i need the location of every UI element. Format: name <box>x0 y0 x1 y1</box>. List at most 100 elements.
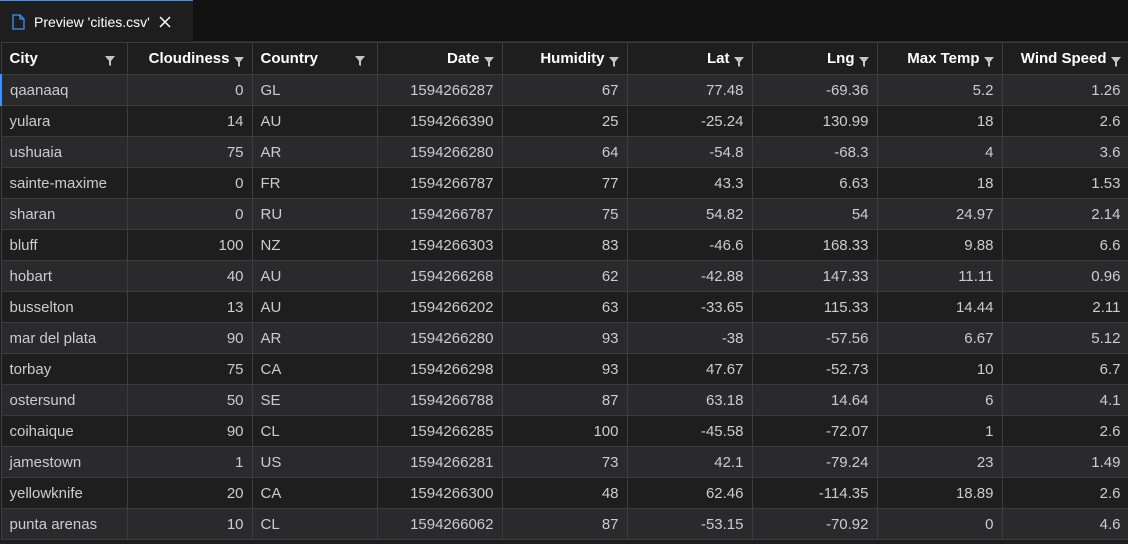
table-cell[interactable]: 2.14 <box>1001 198 1128 230</box>
table-cell[interactable]: 48 <box>501 477 628 509</box>
table-row[interactable]: mar del plata 90 AR 1594266280 93 -38 -57.56 6.… <box>0 322 1128 354</box>
table-cell[interactable]: -42.88 <box>626 260 753 292</box>
table-cell[interactable]: punta arenas <box>0 508 128 540</box>
column-header[interactable]: Max Temp <box>876 42 1003 75</box>
table-cell[interactable]: ostersund <box>0 384 128 416</box>
filter-icon[interactable] <box>104 53 115 66</box>
table-cell[interactable]: 1594266787 <box>376 167 503 199</box>
table-cell[interactable]: 1594266202 <box>376 291 503 323</box>
table-cell[interactable]: -68.3 <box>751 136 878 168</box>
column-header[interactable]: City <box>0 42 128 75</box>
table-cell[interactable]: 2.6 <box>1001 415 1128 447</box>
table-cell[interactable]: yulara <box>0 105 128 137</box>
table-cell[interactable]: 1594266285 <box>376 415 503 447</box>
table-cell[interactable]: 1594266281 <box>376 446 503 478</box>
table-cell[interactable]: 1594266788 <box>376 384 503 416</box>
table-cell[interactable]: 87 <box>501 508 628 540</box>
table-cell[interactable]: -53.15 <box>626 508 753 540</box>
table-cell[interactable]: 62.46 <box>626 477 753 509</box>
table-cell[interactable]: 23 <box>876 446 1003 478</box>
table-cell[interactable]: 43.3 <box>626 167 753 199</box>
table-cell[interactable]: 1594266268 <box>376 260 503 292</box>
table-cell[interactable]: 6.7 <box>1001 353 1128 385</box>
table-row[interactable]: busselton 13 AU 1594266202 63 -33.65 115.33 14.… <box>0 291 1128 323</box>
table-cell[interactable]: 130.99 <box>751 105 878 137</box>
table-cell[interactable]: -114.35 <box>751 477 878 509</box>
table-cell[interactable]: NZ <box>251 229 378 261</box>
table-cell[interactable]: 100 <box>501 415 628 447</box>
table-cell[interactable]: SE <box>251 384 378 416</box>
table-cell[interactable]: 40 <box>126 260 253 292</box>
table-cell[interactable]: 100 <box>126 229 253 261</box>
table-row[interactable]: yellowknife 20 CA 1594266300 48 62.46 -114.35 1… <box>0 477 1128 509</box>
table-cell[interactable]: hobart <box>0 260 128 292</box>
filter-icon[interactable] <box>483 54 494 67</box>
table-cell[interactable]: 6.67 <box>876 322 1003 354</box>
table-cell[interactable]: 1594266287 <box>376 74 503 106</box>
table-row[interactable]: punta arenas 10 CL 1594266062 87 -53.15 -70.92… <box>0 508 1128 540</box>
table-cell[interactable]: -33.65 <box>626 291 753 323</box>
table-row[interactable]: yulara 14 AU 1594266390 25 -25.24 130.99 18 2.6 <box>0 105 1128 137</box>
table-cell[interactable]: -69.36 <box>751 74 878 106</box>
column-header[interactable]: Humidity <box>501 42 628 75</box>
table-row[interactable]: jamestown 1 US 1594266281 73 42.1 -79.24 23 1.49 <box>0 446 1128 478</box>
table-cell[interactable]: 2.11 <box>1001 291 1128 323</box>
table-cell[interactable]: AR <box>251 136 378 168</box>
table-cell[interactable]: 0 <box>126 167 253 199</box>
table-cell[interactable]: 54 <box>751 198 878 230</box>
table-cell[interactable]: yellowknife <box>0 477 128 509</box>
table-cell[interactable]: mar del plata <box>0 322 128 354</box>
table-cell[interactable]: 1594266280 <box>376 322 503 354</box>
table-cell[interactable]: 63 <box>501 291 628 323</box>
table-cell[interactable]: 77.48 <box>626 74 753 106</box>
table-cell[interactable]: -79.24 <box>751 446 878 478</box>
table-cell[interactable]: 14 <box>126 105 253 137</box>
table-cell[interactable]: RU <box>251 198 378 230</box>
table-cell[interactable]: 90 <box>126 415 253 447</box>
table-cell[interactable]: 2.6 <box>1001 105 1128 137</box>
table-cell[interactable]: 25 <box>501 105 628 137</box>
table-cell[interactable]: 1.49 <box>1001 446 1128 478</box>
table-cell[interactable]: -72.07 <box>751 415 878 447</box>
table-cell[interactable]: US <box>251 446 378 478</box>
table-cell[interactable]: 0 <box>876 508 1003 540</box>
table-cell[interactable]: 6.6 <box>1001 229 1128 261</box>
column-header[interactable]: Lat <box>626 42 753 75</box>
table-row[interactable]: torbay 75 CA 1594266298 93 47.67 -52.73 10 6.7 <box>0 353 1128 385</box>
table-cell[interactable]: 93 <box>501 322 628 354</box>
table-cell[interactable]: 18.89 <box>876 477 1003 509</box>
table-cell[interactable]: 10 <box>126 508 253 540</box>
table-cell[interactable]: 6.63 <box>751 167 878 199</box>
table-cell[interactable]: 4.6 <box>1001 508 1128 540</box>
table-cell[interactable]: 47.67 <box>626 353 753 385</box>
tab-preview-cities[interactable]: Preview 'cities.csv' <box>0 0 193 42</box>
table-cell[interactable]: GL <box>251 74 378 106</box>
table-row[interactable]: hobart 40 AU 1594266268 62 -42.88 147.33 11.11 0… <box>0 260 1128 292</box>
table-cell[interactable]: 1594266280 <box>376 136 503 168</box>
table-row[interactable]: coihaique 90 CL 1594266285 100 -45.58 -72.07 1 2… <box>0 415 1128 447</box>
table-cell[interactable]: 13 <box>126 291 253 323</box>
table-cell[interactable]: 18 <box>876 105 1003 137</box>
table-cell[interactable]: 75 <box>126 353 253 385</box>
table-cell[interactable]: -57.56 <box>751 322 878 354</box>
column-header[interactable]: Lng <box>751 42 878 75</box>
filter-icon[interactable] <box>233 54 244 67</box>
table-cell[interactable]: 11.11 <box>876 260 1003 292</box>
column-header[interactable]: Country <box>251 42 378 75</box>
table-cell[interactable]: 5.2 <box>876 74 1003 106</box>
table-cell[interactable]: AU <box>251 105 378 137</box>
column-header[interactable]: Cloudiness <box>126 42 253 75</box>
table-cell[interactable]: -46.6 <box>626 229 753 261</box>
table-cell[interactable]: -54.8 <box>626 136 753 168</box>
table-cell[interactable]: qaanaaq <box>0 74 128 106</box>
filter-icon[interactable] <box>858 54 869 67</box>
table-cell[interactable]: 0 <box>126 198 253 230</box>
table-row[interactable]: qaanaaq 0 GL 1594266287 67 77.48 -69.36 5.2 1.26 <box>0 74 1128 106</box>
table-cell[interactable]: sharan <box>0 198 128 230</box>
filter-icon[interactable] <box>1110 54 1121 67</box>
table-cell[interactable]: 14.44 <box>876 291 1003 323</box>
table-cell[interactable]: coihaique <box>0 415 128 447</box>
table-cell[interactable]: 64 <box>501 136 628 168</box>
table-cell[interactable]: 1594266062 <box>376 508 503 540</box>
filter-icon[interactable] <box>608 54 619 67</box>
